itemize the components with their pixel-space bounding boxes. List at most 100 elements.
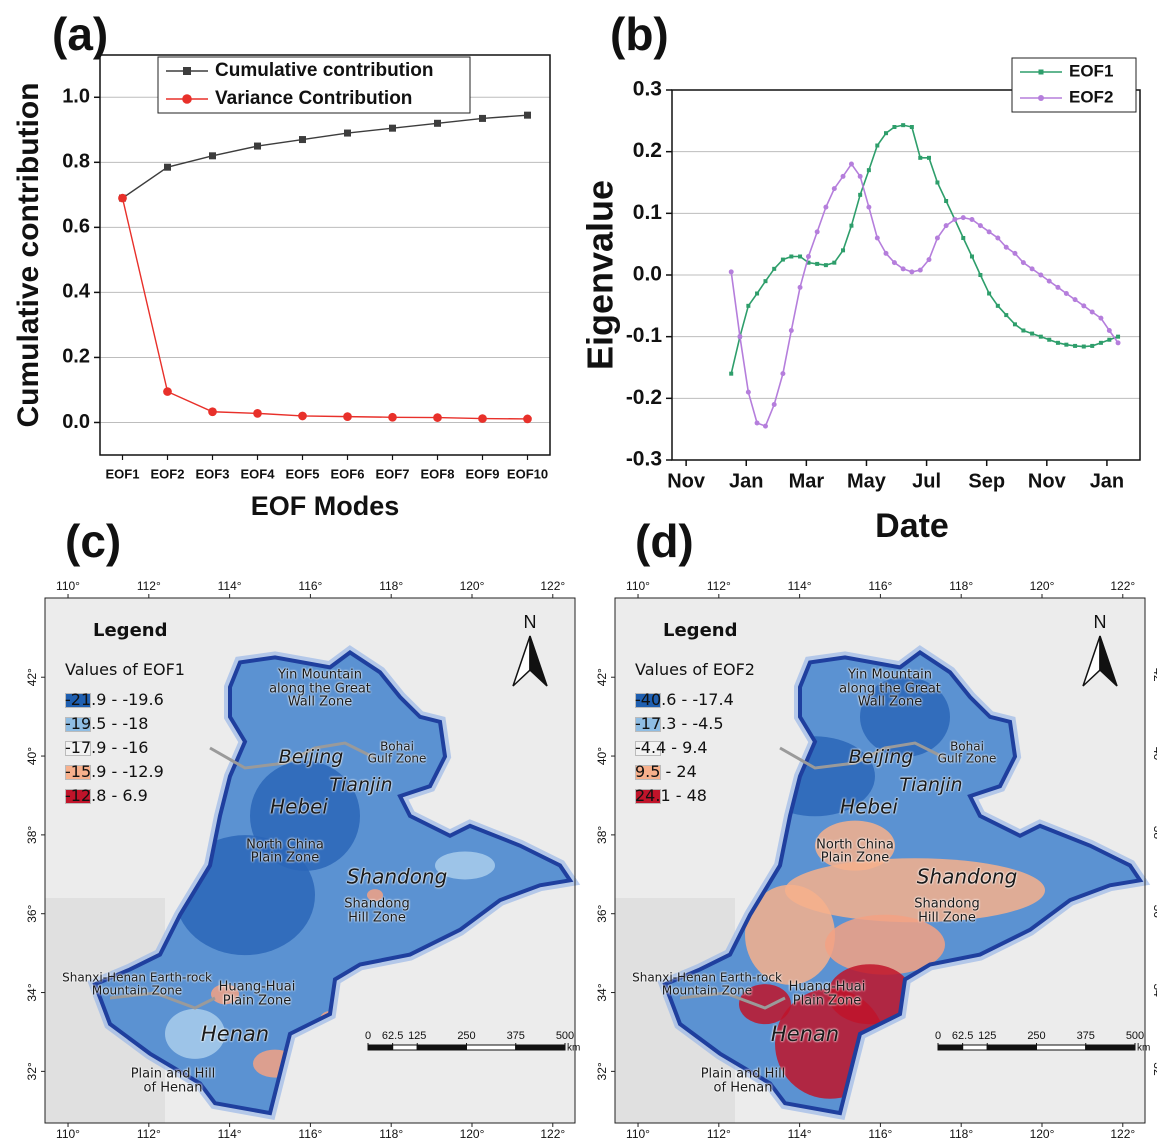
point — [978, 223, 983, 228]
scale-label: 0 — [935, 1030, 941, 1042]
lat-label: 38° — [1151, 826, 1157, 844]
scale-segment — [417, 1045, 466, 1050]
place-label: Henan — [201, 1023, 269, 1045]
series-line — [123, 115, 528, 198]
point — [927, 257, 932, 262]
y-tick-label: -0.1 — [626, 324, 663, 347]
lon-label: 122° — [540, 579, 565, 593]
y-axis-label: Cumulative contribution — [12, 83, 45, 428]
point — [1073, 344, 1077, 348]
legend-label: EOF2 — [1069, 87, 1113, 106]
scale-segment — [938, 1045, 963, 1050]
place-label: Tianjin — [899, 776, 962, 796]
scale-label: 375 — [1077, 1030, 1095, 1042]
scale-segment — [987, 1045, 1036, 1050]
lon-label: 120° — [1030, 1127, 1055, 1141]
lon-label: 114° — [788, 579, 812, 593]
x-tick-label: EOF2 — [151, 466, 185, 481]
legend-label: -4.4 - 9.4 — [635, 738, 708, 757]
lat-label: 42° — [25, 668, 39, 686]
y-tick-label: -0.3 — [626, 448, 662, 471]
y-tick-label: -0.2 — [626, 386, 662, 409]
y-tick-label: 0.0 — [62, 411, 90, 433]
point — [815, 229, 820, 234]
point — [996, 304, 1000, 308]
lat-label: 40° — [595, 747, 609, 765]
legend-marker — [1039, 70, 1044, 75]
point — [163, 387, 172, 396]
point — [1038, 273, 1043, 278]
point — [866, 205, 871, 210]
place-label: Beijing — [849, 749, 914, 769]
point — [1047, 338, 1051, 342]
point — [780, 371, 785, 376]
lon-label: 120° — [1030, 579, 1055, 593]
lat-label: 38° — [595, 826, 609, 844]
lon-label: 114° — [218, 579, 242, 593]
legend-marker — [1038, 95, 1044, 101]
point — [772, 267, 776, 271]
point — [961, 215, 966, 220]
lon-label: 116° — [868, 1127, 892, 1141]
point — [524, 112, 531, 119]
point — [995, 236, 1000, 241]
lat-label: 40° — [1151, 747, 1157, 765]
legend-entry: -15.9 - -12.9 — [65, 762, 97, 780]
legend-label: -40.6 - -17.4 — [635, 690, 734, 709]
point — [254, 143, 261, 150]
place-label: Yin Mountain along the Great Wall Zone — [835, 669, 945, 710]
point — [978, 273, 982, 277]
point — [1021, 260, 1026, 265]
scale-label: 62.5 — [952, 1030, 973, 1042]
lon-label: 118° — [379, 1127, 403, 1141]
scale-segment — [516, 1045, 565, 1050]
place-label: Shandong Hill Zone — [911, 897, 983, 924]
lon-label: 118° — [949, 1127, 973, 1141]
point — [1030, 266, 1035, 271]
place-label: Shanxi-Henan Earth-rock Mountain Zone — [62, 972, 212, 997]
scale-label: 500 — [1126, 1030, 1144, 1042]
x-axis-label: Date — [875, 507, 949, 545]
x-tick-label: EOF10 — [507, 466, 548, 481]
place-label: Huang-Huai Plain Zone — [787, 981, 867, 1008]
point — [935, 181, 939, 185]
point — [729, 372, 733, 376]
legend-subtitle: Values of EOF1 — [65, 660, 185, 679]
legend-label: -19.5 - -18 — [65, 714, 165, 733]
point — [987, 292, 991, 296]
legend-marker — [182, 94, 192, 104]
legend-entry: -17.3 - -4.5 — [635, 714, 667, 732]
lat-label: 34° — [1151, 983, 1157, 1001]
point — [1064, 343, 1068, 347]
legend-label: 9.5 - 24 — [635, 762, 697, 781]
lon-label: 116° — [298, 1127, 322, 1141]
lon-label: 118° — [379, 579, 403, 593]
scale-label: 500 — [556, 1030, 574, 1042]
lat-label: 38° — [25, 826, 39, 844]
lon-label: 114° — [218, 1127, 242, 1141]
place-label: Plain and Hill of Henan — [697, 1068, 789, 1095]
x-tick-label: EOF5 — [286, 466, 320, 481]
point — [1030, 332, 1034, 336]
figure: 0.00.20.40.60.81.0EOF1EOF2EOF3EOF4EOF5EO… — [0, 0, 1157, 1142]
point — [884, 251, 889, 256]
legend-entry: -19.5 - -18 — [65, 714, 97, 732]
legend-label: -15.9 - -12.9 — [65, 762, 165, 781]
x-axis-label: EOF Modes — [251, 491, 400, 521]
point — [935, 236, 940, 241]
point — [729, 269, 734, 274]
point — [918, 156, 922, 160]
x-tick-label: Jul — [912, 470, 941, 492]
point — [389, 125, 396, 132]
legend: -21.9 - -19.6-19.5 - -18-17.9 - -16-15.9… — [65, 690, 97, 810]
x-tick-label: Jan — [729, 470, 763, 492]
point — [832, 261, 836, 265]
point — [884, 131, 888, 135]
point — [892, 125, 896, 129]
x-tick-label: EOF7 — [376, 466, 410, 481]
place-label: Tianjin — [329, 776, 392, 796]
place-label: Henan — [771, 1023, 839, 1045]
point — [253, 409, 262, 418]
lon-label: 118° — [949, 579, 973, 593]
y-tick-label: 0.0 — [633, 263, 662, 286]
